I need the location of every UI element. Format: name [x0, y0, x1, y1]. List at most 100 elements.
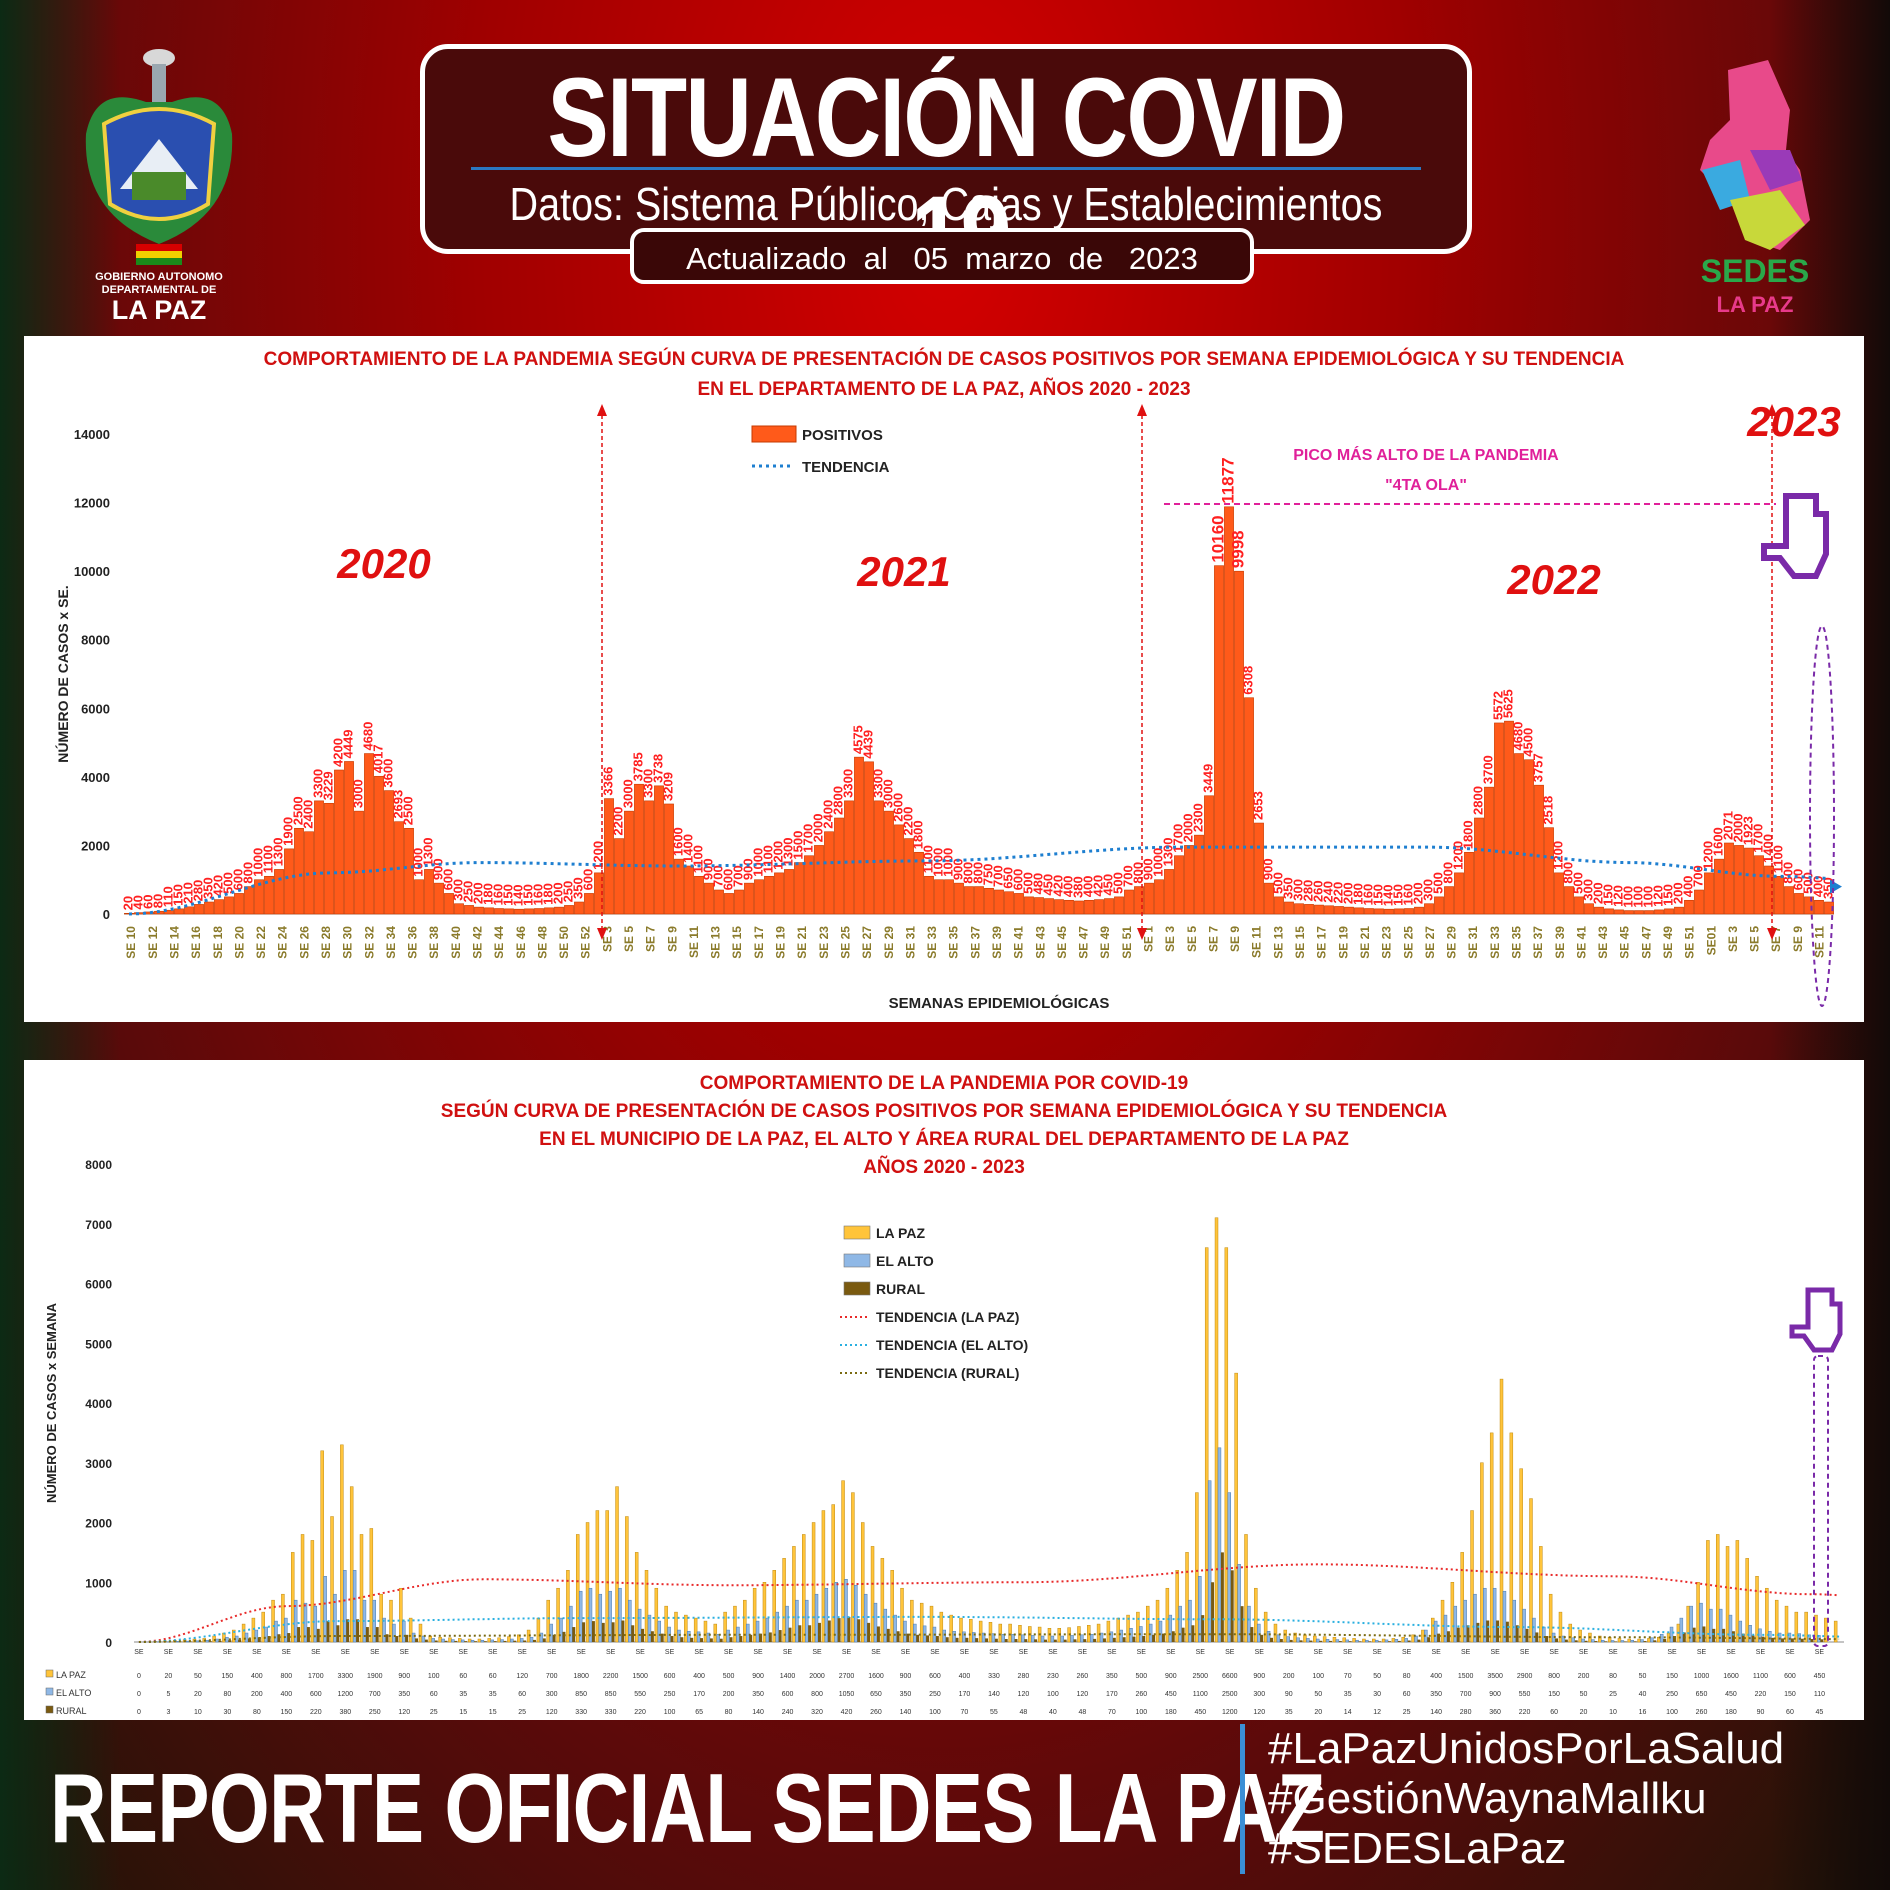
bar-value-label: 250 — [460, 881, 475, 903]
bar-value-label: 10160 — [1208, 515, 1227, 562]
table-cell: 800 — [280, 1673, 292, 1680]
la-paz-bar — [1715, 1534, 1720, 1643]
rural-bar — [808, 1625, 812, 1642]
la-paz-bar — [1804, 1611, 1808, 1643]
x-tick-label: SE 11 — [1250, 926, 1264, 958]
x-tick-label: SE — [1314, 1649, 1324, 1656]
x-tick-label: SE — [1402, 1649, 1412, 1656]
table-cell: 650 — [1696, 1691, 1708, 1698]
chart1-title: COMPORTAMIENTO DE LA PANDEMIA SEGÚN CURV… — [263, 349, 1625, 370]
y-tick-label: 1000 — [85, 1576, 112, 1590]
hashtag-1: #LaPazUnidosPorLaSalud — [1268, 1724, 1785, 1773]
rural-bar — [415, 1638, 419, 1642]
la-paz-bar — [625, 1516, 629, 1643]
bar-value-label: 1300 — [1160, 838, 1175, 867]
rural-bar — [434, 1640, 438, 1642]
positivos-bar — [1824, 901, 1834, 915]
x-tick-label: SE — [1078, 1649, 1088, 1656]
positivos-bar — [1714, 858, 1724, 915]
el-alto-bar — [1099, 1632, 1104, 1643]
rural-bar — [1407, 1640, 1411, 1642]
el-alto-bar — [1325, 1639, 1330, 1643]
x-tick-label: SE — [1373, 1649, 1383, 1656]
la-paz-bar — [664, 1605, 668, 1643]
la-paz-bar — [802, 1534, 806, 1643]
bar-value-label: 1600 — [1710, 827, 1725, 856]
positivos-bar — [1074, 900, 1084, 915]
positivos-bar — [194, 904, 204, 915]
x-tick-label: SE — [1255, 1649, 1265, 1656]
la-paz-bar — [1784, 1605, 1789, 1643]
el-alto-bar — [1532, 1617, 1536, 1643]
positivos-bar — [264, 875, 274, 915]
table-cell: 260 — [1696, 1709, 1708, 1716]
bar-value-label: 750 — [980, 864, 995, 886]
bar-value-label: 60 — [140, 894, 155, 908]
positivos-bar — [1404, 908, 1414, 915]
el-alto-bar — [795, 1599, 799, 1643]
rural-bar — [719, 1638, 723, 1642]
bar-value-label: 1100 — [760, 845, 775, 873]
el-alto-bar — [1601, 1639, 1605, 1643]
positivos-bar — [724, 893, 734, 915]
x-tick-label: SE — [341, 1649, 351, 1656]
x-tick-label: SE 39 — [990, 926, 1004, 959]
hashtag-3: #SEDESLaPaz — [1268, 1824, 1567, 1873]
x-tick-label: SE — [1579, 1649, 1589, 1656]
rural-bar — [1063, 1639, 1067, 1642]
table-cell: 35 — [1285, 1709, 1293, 1716]
la-paz-bar — [1578, 1629, 1582, 1643]
rural-bar — [326, 1621, 330, 1642]
x-tick-label: SE 12 — [146, 926, 160, 959]
table-cell: 2900 — [1517, 1673, 1533, 1680]
bar-value-label: 700 — [1690, 865, 1705, 887]
positivos-bar — [1634, 910, 1644, 915]
x-tick-label: SE 21 — [1358, 926, 1372, 959]
bar-value-label: 500 — [220, 872, 235, 894]
positivos-bar — [354, 810, 364, 915]
positivos-bar — [1434, 896, 1444, 915]
bar-value-label: 3300 — [310, 769, 325, 798]
positivos-bar — [794, 862, 804, 915]
bar-value-label: 6308 — [1240, 666, 1255, 695]
rural-bar — [1515, 1625, 1519, 1642]
table-cell: 10 — [1609, 1709, 1617, 1716]
positivos-bar — [1454, 872, 1464, 915]
positivos-bar — [984, 887, 994, 915]
table-cell: 320 — [811, 1709, 823, 1716]
logo-right-line-2: LA PAZ — [1717, 292, 1794, 317]
el-alto-bar — [549, 1623, 553, 1643]
positivos-bar — [1534, 784, 1544, 915]
x-tick-label: SE 7 — [1206, 926, 1220, 952]
bar-value-label: 3229 — [320, 771, 335, 800]
positivos-bar — [914, 851, 924, 915]
la-paz-bar — [349, 1486, 354, 1643]
table-cell: 150 — [1666, 1673, 1678, 1680]
table-cell: 250 — [664, 1691, 676, 1698]
table-cell: 3 — [166, 1709, 170, 1716]
x-tick-label: SE 19 — [1336, 926, 1350, 959]
legend-label: TENDENCIA (RURAL) — [876, 1365, 1019, 1381]
positivos-bar — [1724, 842, 1734, 915]
table-cell: 150 — [280, 1709, 292, 1716]
rural-bar — [1614, 1641, 1617, 1642]
el-alto-bar — [1591, 1639, 1595, 1643]
legend-label: RURAL — [876, 1281, 925, 1297]
bar-value-label: 4575 — [850, 725, 865, 754]
la-paz-bar — [762, 1582, 767, 1643]
positivos-bar — [1244, 697, 1254, 915]
la-paz-bar — [890, 1570, 894, 1643]
rural-bar — [1299, 1640, 1303, 1642]
rural-bar — [1427, 1637, 1431, 1642]
positivos-bar — [1184, 845, 1194, 915]
positivos-bar — [274, 869, 284, 915]
bar-value-label: 350 — [1280, 877, 1295, 899]
table-cell: 120 — [546, 1709, 558, 1716]
la-paz-bar — [1519, 1468, 1523, 1643]
bar-value-label: 500 — [1270, 872, 1285, 894]
bar-value-label: 40 — [130, 895, 145, 909]
positivos-bar — [1504, 720, 1514, 915]
x-tick-label: SE — [311, 1649, 321, 1656]
la-paz-bar — [1529, 1498, 1533, 1643]
rural-bar — [1633, 1641, 1637, 1642]
